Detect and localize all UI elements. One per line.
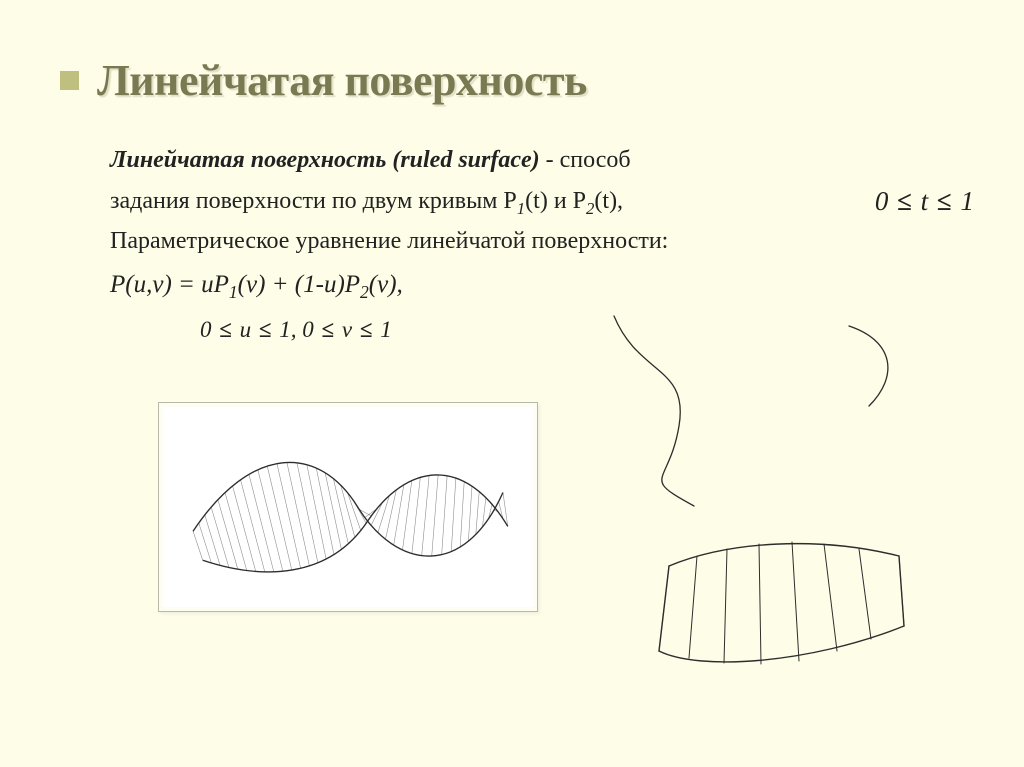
t: задания поверхности по двум кривым P	[110, 188, 517, 214]
figures-area	[110, 366, 974, 686]
t: 1	[954, 186, 974, 216]
title-block: Линейчатая поверхность	[60, 55, 974, 106]
paragraph-2: задания поверхности по двум кривым P1(t)…	[110, 181, 974, 223]
inequality-t: 0 ≤ t ≤ 1	[875, 181, 974, 223]
t: v	[336, 317, 358, 342]
t: 1, 0	[274, 317, 320, 342]
t: 0	[875, 186, 895, 216]
t: t	[914, 186, 935, 216]
sub: 1	[517, 198, 525, 217]
le: ≤	[320, 317, 337, 342]
equation-main: P(u,v) = uP1(v) + (1-u)P2(v),	[110, 266, 974, 306]
paragraph-1: Линейчатая поверхность (ruled surface) -…	[110, 142, 974, 179]
figure-sketch	[599, 306, 919, 676]
content: Линейчатая поверхность (ruled surface) -…	[110, 142, 974, 686]
ruled-surface-svg	[171, 415, 525, 599]
le: ≤	[358, 317, 375, 342]
t: (v) + (1-u)P	[238, 271, 360, 298]
t: (t) и P	[525, 188, 586, 214]
sub: 1	[229, 282, 238, 302]
title-bullet-icon	[60, 71, 79, 90]
sub: 2	[360, 282, 369, 302]
term: Линейчатая поверхность (ruled surface)	[110, 147, 540, 173]
t: u	[234, 317, 257, 342]
paragraph-3: Параметрическое уравнение линейчатой пов…	[110, 223, 974, 260]
t: (t),	[594, 188, 623, 214]
le: ≤	[895, 186, 914, 216]
sketch-svg	[599, 306, 919, 676]
figure-ruled-surface-3d	[158, 402, 538, 612]
le: ≤	[217, 317, 234, 342]
le: ≤	[257, 317, 274, 342]
para2-text: задания поверхности по двум кривым P1(t)…	[110, 183, 869, 222]
para1-rest: - способ	[540, 147, 631, 173]
slide: Линейчатая поверхность Линейчатая поверх…	[0, 0, 1024, 767]
le: ≤	[935, 186, 954, 216]
t: 1	[374, 317, 391, 342]
t: P(u,v) = uP	[110, 271, 229, 298]
slide-title: Линейчатая поверхность	[97, 55, 587, 106]
t: (v),	[369, 271, 403, 298]
t: 0	[200, 317, 217, 342]
